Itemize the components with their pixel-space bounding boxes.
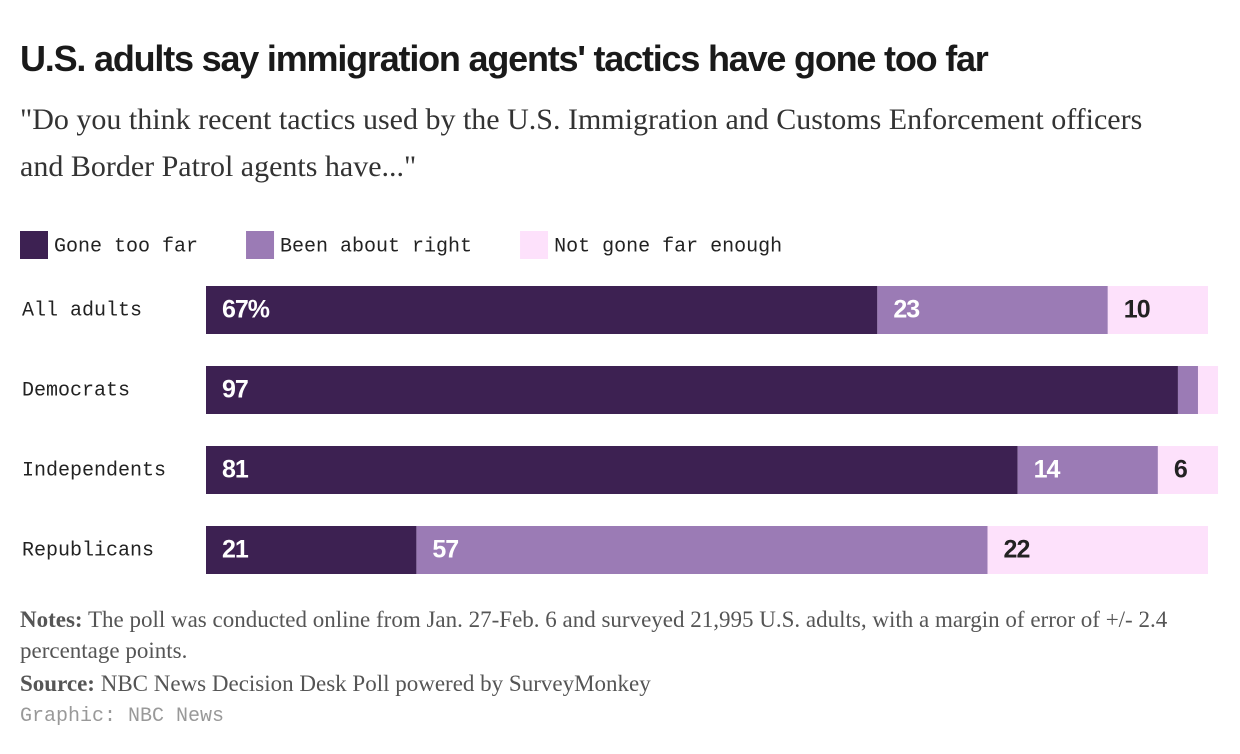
value-label: 6 <box>1174 456 1187 484</box>
category-label: Independents <box>22 459 166 482</box>
bar-segment <box>987 526 1208 574</box>
notes-text: The poll was conducted online from Jan. … <box>20 607 1168 663</box>
legend-swatch <box>246 231 275 259</box>
bar-segment <box>416 526 988 574</box>
bar-segment <box>1157 446 1219 494</box>
bar-segment <box>206 526 417 574</box>
chart-subtitle: "Do you think recent tactics used by the… <box>20 103 1143 183</box>
bar-segment <box>206 366 1178 414</box>
value-label: 14 <box>1034 456 1061 484</box>
credit: Graphic: NBC News <box>20 705 225 728</box>
value-label: 23 <box>893 296 919 324</box>
chart-title: U.S. adults say immigration agents' tact… <box>20 38 989 79</box>
legend-swatch <box>520 231 549 259</box>
legend-label: Not gone far enough <box>554 235 782 258</box>
bar-segment <box>206 446 1018 494</box>
source-text: NBC News Decision Desk Poll powered by S… <box>100 671 651 696</box>
legend-swatch <box>20 231 48 259</box>
source: Source: NBC News Decision Desk Poll powe… <box>20 668 651 699</box>
source-label: Source: <box>20 671 95 696</box>
legend-label: Been about right <box>280 235 472 258</box>
bar-segment <box>1197 366 1219 414</box>
notes-label: Notes: <box>20 607 83 632</box>
bar-segment <box>206 286 878 334</box>
value-label: 21 <box>222 536 249 564</box>
value-label: 10 <box>1124 296 1150 324</box>
category-label: Democrats <box>22 379 130 402</box>
category-label: All adults <box>22 299 142 322</box>
value-label: 22 <box>1004 536 1030 564</box>
legend-label: Gone too far <box>54 235 198 258</box>
bar-segment <box>1017 446 1158 494</box>
bar-segment <box>1177 366 1198 414</box>
bar-segment <box>1107 286 1208 334</box>
category-label: Republicans <box>22 539 154 562</box>
notes: Notes: The poll was conducted online fro… <box>20 604 1220 666</box>
value-label: 97 <box>222 376 248 404</box>
bar-segment <box>877 286 1108 334</box>
value-label: 81 <box>222 456 249 484</box>
value-label: 57 <box>432 536 458 564</box>
value-label: 67% <box>222 296 270 324</box>
